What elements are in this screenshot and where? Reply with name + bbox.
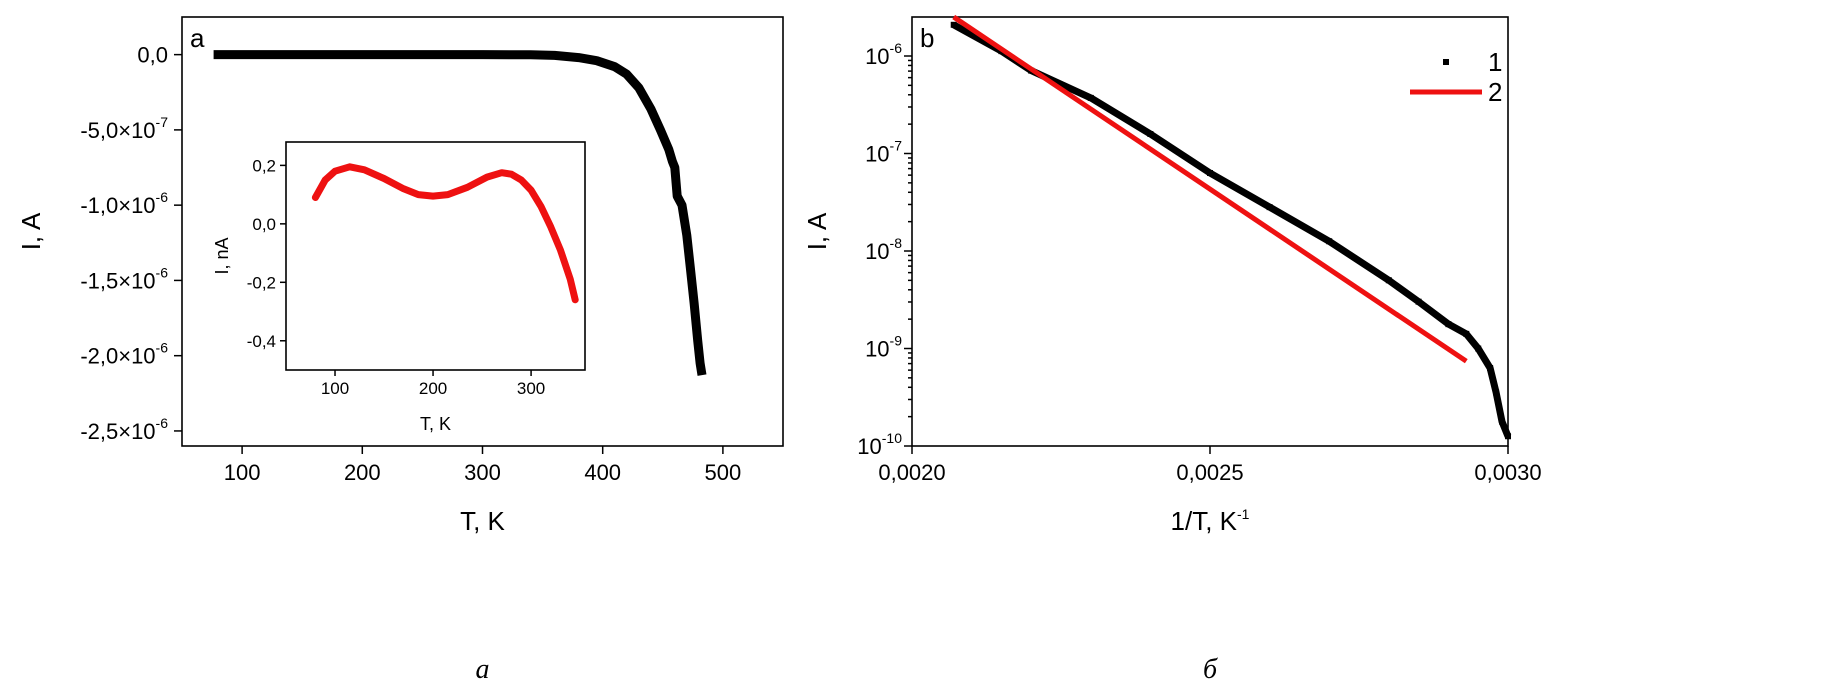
inset-frame [285, 141, 586, 371]
inset-series [311, 163, 579, 304]
panel-b-y-ticks: 10-6 10-7 10-8 10-9 10-10 [857, 40, 912, 459]
panel-b-x-axis-label: 1/T, K-1 [1171, 506, 1250, 536]
panel-a-y-ticks: 0,0 -5,0×10-7 -1,0×10-6 -1,5×10-6 -2,0×10-6 -… [80, 43, 182, 444]
panel-a-x-axis-label: T, K [460, 506, 505, 536]
panel-b-y-tick-label: 10-9 [865, 333, 902, 362]
panel-b-caption: б [1203, 654, 1218, 683]
panel-a-series [213, 50, 707, 376]
inset-x-tick-label: 300 [517, 379, 545, 398]
panel-a-x-tick-label: 500 [705, 460, 742, 485]
panel-a-x-tick-label: 100 [224, 460, 261, 485]
panel-b-x-axis-label-exponent: -1 [1237, 506, 1250, 522]
panel-b-y-axis-label: I, A [802, 212, 832, 250]
panel-b-data-point [1487, 365, 1494, 371]
panel-a-y-tick-label: 0,0 [137, 43, 168, 68]
inset-y-tick-label: -0,4 [247, 332, 276, 351]
panel-b-data-point [1207, 170, 1213, 176]
panel-b-y-tick-label: 10-7 [865, 138, 902, 167]
panel-b-data-point [1463, 330, 1470, 337]
panel-b-x-tick-label: 0,0025 [1176, 460, 1243, 485]
panel-b-data-point [1385, 277, 1392, 284]
panel-a-label: a [190, 23, 205, 53]
panel-b-data-point [1415, 298, 1422, 305]
inset-x-ticks: 100 200 300 [321, 370, 545, 398]
panel-b: 0,0020 0,0025 0,0030 10-6 10-7 10-8 10-9 10-10… [802, 14, 1542, 683]
panel-b-data-point [1087, 94, 1094, 101]
panel-b-data-point [1499, 418, 1506, 425]
panel-a-x-tick-label: 400 [584, 460, 621, 485]
panel-b-data-point [1505, 433, 1511, 440]
panel-b-y-tick-label: 10-8 [865, 235, 902, 264]
panel-b-label: b [920, 23, 934, 53]
inset-series-line [311, 163, 579, 304]
panel-a-x-ticks: 100 200 300 400 500 [224, 446, 742, 485]
panel-a-series-line [213, 50, 707, 376]
panel-a-x-tick-label: 200 [344, 460, 381, 485]
inset-y-axis-label: I, nA [212, 237, 232, 274]
panel-b-x-ticks: 0,0020 0,0025 0,0030 [878, 446, 1542, 485]
panel-b-data-point [1147, 131, 1154, 137]
panel-b-series [950, 14, 1512, 440]
panel-a-y-tick-label: -2,0×10-6 [80, 340, 168, 369]
inset-y-tick-label: -0,2 [247, 273, 276, 292]
legend-label: 1 [1488, 47, 1502, 77]
panel-b-y-tick-label: 10-6 [865, 40, 902, 69]
panel-a: 100 200 300 400 500 0,0 -5,0×10-7 -1,0×10-6 -1,… [16, 16, 784, 683]
panel-a-y-tick-label: -5,0×10-7 [80, 114, 168, 143]
panel-b-frame [911, 16, 1509, 447]
panel-a-y-tick-label: -1,0×10-6 [80, 189, 168, 218]
panel-b-data-point [1445, 321, 1452, 328]
legend-label: 2 [1488, 77, 1502, 107]
panel-b-y-tick-label: 10-10 [857, 430, 902, 459]
panel-b-data-point [1326, 238, 1333, 245]
panel-a-inset: 100 200 300 0,2 0,0 -0,2 -0,4 T, K I, nA [212, 141, 586, 434]
inset-x-axis-label: T, K [420, 414, 451, 434]
panel-a-y-axis-label: I, A [16, 212, 46, 250]
panel-a-caption: а [476, 654, 490, 683]
panel-a-y-tick-label: -2,5×10-6 [80, 415, 168, 444]
panel-b-fit-line [952, 14, 1468, 364]
inset-y-ticks: 0,2 0,0 -0,2 -0,4 [247, 156, 286, 351]
panel-a-x-tick-label: 300 [464, 460, 501, 485]
inset-y-tick-label: 0,0 [252, 215, 276, 234]
panel-b-x-axis-label-text: 1/T, K [1171, 506, 1238, 536]
legend-marker-swatch [1443, 59, 1449, 65]
panel-b-data-point [950, 21, 957, 28]
panel-b-x-tick-label: 0,0030 [1474, 460, 1541, 485]
panel-b-data-trace [952, 21, 1512, 438]
panel-a-y-tick-label: -1,5×10-6 [80, 264, 168, 293]
panel-b-x-tick-label: 0,0020 [878, 460, 945, 485]
panel-b-data-point [1493, 389, 1500, 396]
inset-y-tick-label: 0,2 [252, 156, 276, 175]
panel-b-data-point [1475, 345, 1482, 352]
inset-x-tick-label: 100 [321, 379, 349, 398]
panel-b-data-point [1266, 204, 1273, 211]
panel-b-legend: 12 [1410, 47, 1502, 107]
inset-x-tick-label: 200 [419, 379, 447, 398]
